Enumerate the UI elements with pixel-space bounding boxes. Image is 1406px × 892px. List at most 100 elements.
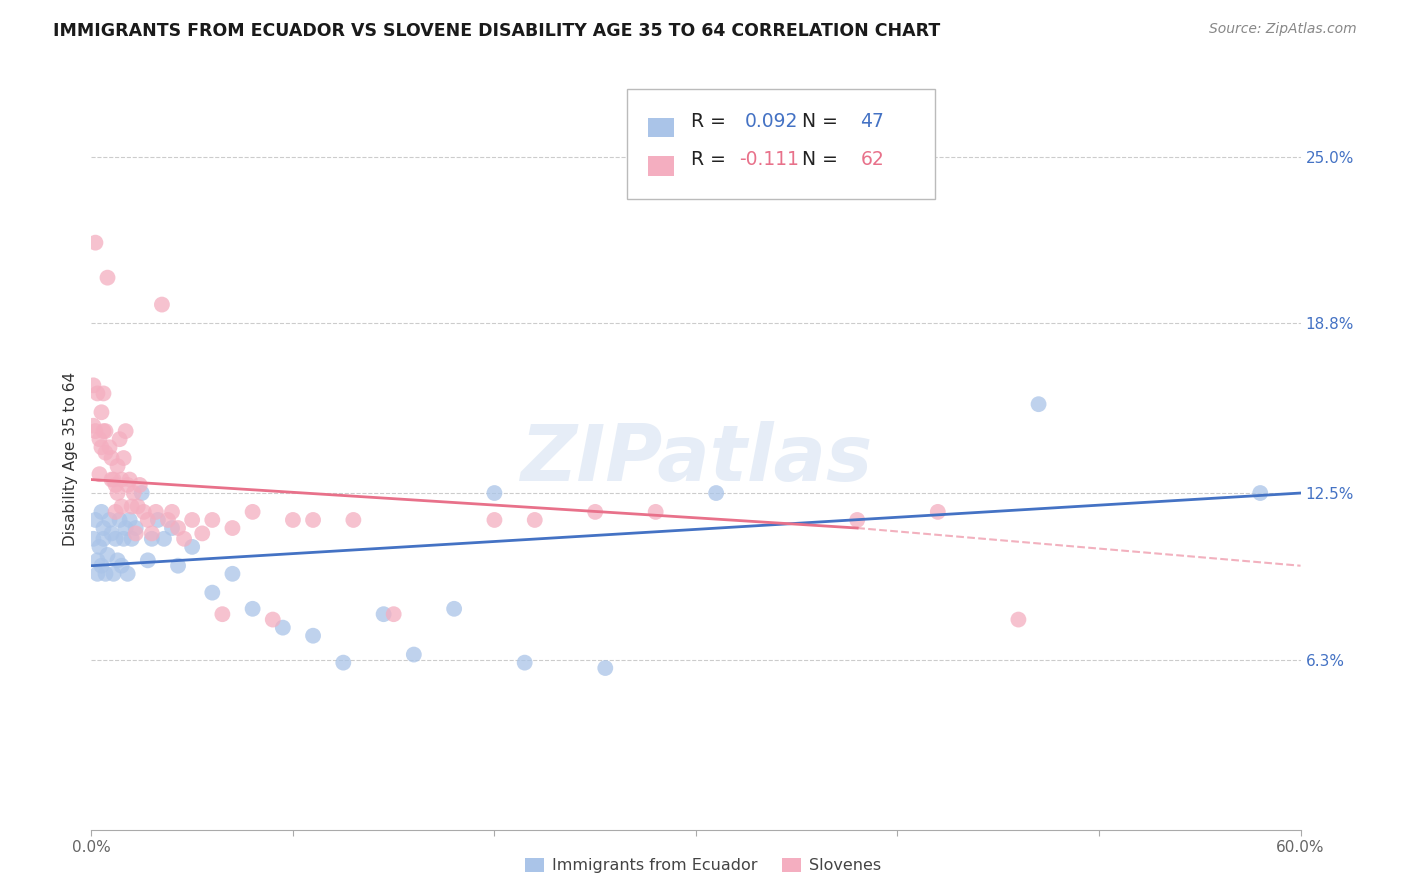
Point — [332, 656, 354, 670]
Point — [94, 445, 117, 459]
Point — [86, 553, 108, 567]
Point — [167, 521, 190, 535]
Point — [108, 513, 131, 527]
Text: ZIPatlas: ZIPatlas — [520, 421, 872, 498]
Point — [271, 621, 294, 635]
Point — [191, 526, 214, 541]
Point — [112, 450, 135, 465]
Point — [131, 486, 153, 500]
Point — [90, 405, 112, 419]
Point — [86, 566, 108, 581]
Point — [262, 613, 284, 627]
Point — [141, 526, 163, 541]
Point — [82, 378, 104, 392]
Point — [84, 424, 107, 438]
Point — [136, 513, 159, 527]
Point — [153, 532, 176, 546]
Point — [704, 486, 727, 500]
Point — [107, 459, 129, 474]
Point — [89, 467, 111, 482]
Point — [221, 566, 243, 581]
Point — [93, 521, 115, 535]
Point — [523, 513, 546, 527]
Point — [90, 440, 112, 454]
Text: IMMIGRANTS FROM ECUADOR VS SLOVENE DISABILITY AGE 35 TO 64 CORRELATION CHART: IMMIGRANTS FROM ECUADOR VS SLOVENE DISAB… — [53, 22, 941, 40]
Point — [342, 513, 364, 527]
Point — [484, 486, 506, 500]
Point — [181, 540, 204, 554]
Point — [114, 521, 136, 535]
Point — [644, 505, 666, 519]
Point — [84, 513, 107, 527]
Point — [107, 486, 129, 500]
Point — [111, 473, 132, 487]
Point — [125, 526, 148, 541]
Point — [117, 566, 139, 581]
Point — [89, 540, 111, 554]
Text: N =: N = — [790, 112, 844, 130]
Point — [122, 486, 145, 500]
Point — [103, 566, 125, 581]
Point — [484, 513, 506, 527]
Text: R =: R = — [692, 150, 733, 169]
Point — [593, 661, 616, 675]
Point — [136, 553, 159, 567]
Point — [111, 558, 132, 573]
Point — [96, 270, 118, 285]
Point — [103, 473, 125, 487]
Point — [583, 505, 606, 519]
Point — [107, 553, 129, 567]
Point — [98, 513, 121, 527]
Point — [93, 532, 115, 546]
Point — [221, 521, 243, 535]
Point — [156, 513, 179, 527]
Point — [173, 532, 195, 546]
Point — [84, 235, 107, 250]
Point — [846, 513, 869, 527]
Legend: Immigrants from Ecuador, Slovenes: Immigrants from Ecuador, Slovenes — [519, 851, 887, 880]
Point — [281, 513, 304, 527]
Point — [96, 548, 118, 562]
Text: 0.092: 0.092 — [744, 112, 797, 130]
Point — [118, 513, 141, 527]
Text: 47: 47 — [860, 112, 884, 130]
Point — [302, 629, 325, 643]
Point — [90, 558, 112, 573]
Point — [201, 585, 224, 599]
Point — [796, 95, 818, 110]
Bar — [648, 156, 675, 176]
Point — [94, 566, 117, 581]
Point — [132, 505, 155, 519]
Point — [160, 521, 183, 535]
Point — [82, 532, 104, 546]
Point — [90, 505, 112, 519]
Point — [1249, 486, 1271, 500]
Point — [1007, 613, 1029, 627]
Point — [443, 602, 465, 616]
Point — [104, 532, 127, 546]
Point — [141, 532, 163, 546]
Point — [118, 473, 141, 487]
Text: 62: 62 — [860, 150, 884, 169]
Point — [114, 424, 136, 438]
Point — [104, 505, 127, 519]
FancyBboxPatch shape — [627, 89, 935, 199]
Point — [181, 513, 204, 527]
Point — [93, 424, 115, 438]
Point — [100, 450, 122, 465]
Point — [86, 386, 108, 401]
Point — [242, 602, 264, 616]
Point — [1028, 397, 1050, 411]
Point — [82, 418, 104, 433]
Point — [160, 505, 183, 519]
Point — [513, 656, 536, 670]
Point — [111, 500, 132, 514]
Point — [373, 607, 395, 622]
Point — [117, 478, 139, 492]
Point — [211, 607, 233, 622]
Point — [402, 648, 425, 662]
Point — [121, 532, 143, 546]
Point — [108, 432, 131, 446]
Point — [302, 513, 325, 527]
Point — [128, 478, 150, 492]
